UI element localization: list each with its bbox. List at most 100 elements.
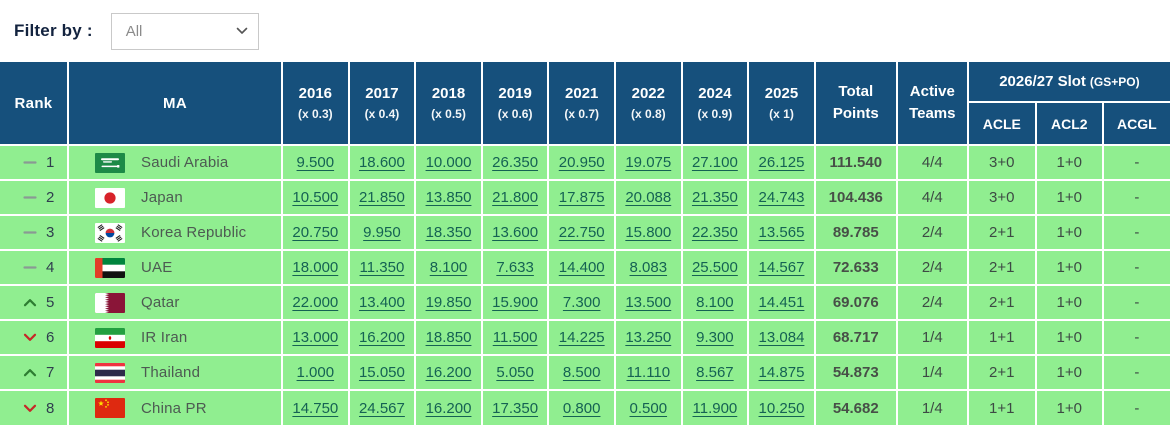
flag-iran-icon	[95, 327, 125, 348]
slot-acgl-cell: -	[1101, 389, 1170, 425]
points-link[interactable]: 8.100	[696, 294, 734, 311]
points-link[interactable]: 13.400	[358, 294, 405, 311]
points-link[interactable]: 8.083	[629, 259, 668, 276]
points-cell-2024: 21.350	[680, 179, 750, 216]
points-cell-2022: 8.083	[614, 249, 683, 286]
points-link[interactable]: 9.500	[296, 154, 335, 171]
points-link[interactable]: 13.565	[758, 224, 805, 241]
points-link[interactable]: 14.225	[558, 329, 605, 346]
points-link[interactable]: 21.850	[358, 189, 405, 206]
points-link[interactable]: 18.000	[292, 259, 339, 276]
points-link[interactable]: 20.088	[625, 189, 672, 206]
points-cell-2022: 19.075	[614, 144, 683, 181]
points-link[interactable]: 13.600	[492, 224, 539, 241]
points-link[interactable]: 7.300	[562, 294, 601, 311]
points-cell-2018: 13.850	[414, 179, 483, 216]
points-link[interactable]: 0.800	[562, 399, 601, 417]
points-cell-2019: 5.050	[480, 354, 550, 391]
points-link[interactable]: 19.850	[425, 294, 472, 311]
points-cell-2021: 8.500	[547, 354, 616, 391]
points-link[interactable]: 17.350	[492, 399, 539, 417]
points-link[interactable]: 21.800	[492, 189, 539, 206]
points-link[interactable]: 19.075	[625, 154, 672, 171]
points-cell-2022: 13.250	[614, 319, 683, 356]
rank-number: 6	[46, 329, 55, 346]
points-link[interactable]: 22.750	[558, 224, 605, 241]
points-link[interactable]: 13.084	[758, 329, 805, 346]
points-cell-2016: 20.750	[281, 214, 350, 251]
column-header-year-2019: 2019 (x 0.6)	[480, 62, 550, 146]
rank-number: 1	[46, 154, 55, 171]
points-link[interactable]: 13.500	[625, 294, 672, 311]
points-link[interactable]: 13.000	[292, 329, 339, 346]
ma-cell: Qatar	[66, 284, 284, 321]
points-link[interactable]: 8.100	[429, 259, 468, 276]
points-link[interactable]: 13.850	[425, 189, 472, 206]
points-link[interactable]: 20.750	[292, 224, 339, 241]
points-link[interactable]: 11.500	[492, 329, 538, 346]
table-row: 3 Korea Republic 20.750 9.950 18.350 13.600 22…	[0, 214, 1170, 251]
year-multiplier: (x 0.3)	[297, 107, 333, 121]
points-link[interactable]: 9.950	[363, 224, 401, 241]
points-link[interactable]: 25.500	[691, 259, 738, 276]
column-header-year-2024: 2024 (x 0.9)	[680, 62, 750, 146]
ma-wrap: Japan	[69, 187, 281, 208]
points-cell-2017: 16.200	[347, 319, 417, 356]
points-link[interactable]: 0.500	[629, 399, 668, 417]
points-link[interactable]: 16.200	[425, 364, 472, 381]
points-link[interactable]: 27.100	[691, 154, 738, 171]
points-link[interactable]: 18.850	[425, 329, 472, 346]
slot-acl2-cell: 1+0	[1034, 389, 1104, 425]
points-link[interactable]: 9.300	[696, 329, 734, 346]
points-link[interactable]: 1.000	[296, 364, 335, 381]
points-cell-2024: 8.100	[680, 284, 750, 321]
points-link[interactable]: 15.800	[625, 224, 672, 241]
points-link[interactable]: 15.050	[358, 364, 405, 381]
points-link[interactable]: 10.000	[425, 154, 472, 171]
points-link[interactable]: 26.125	[758, 154, 805, 171]
rank-cell: 2	[0, 179, 69, 216]
points-link[interactable]: 11.900	[692, 399, 738, 417]
slot-acgl-cell: -	[1101, 249, 1170, 286]
points-link[interactable]: 10.500	[292, 189, 339, 206]
points-link[interactable]: 14.750	[292, 399, 339, 417]
active-teams-cell: 2/4	[895, 214, 969, 251]
points-cell-2016: 22.000	[281, 284, 350, 321]
points-link[interactable]: 14.875	[758, 364, 805, 381]
points-link[interactable]: 26.350	[492, 154, 539, 171]
points-link[interactable]: 24.567	[358, 399, 405, 417]
points-link[interactable]: 17.875	[558, 189, 605, 206]
points-link[interactable]: 16.200	[425, 399, 472, 417]
points-cell-2025: 24.743	[747, 179, 816, 216]
points-cell-2024: 25.500	[680, 249, 750, 286]
points-link[interactable]: 13.250	[625, 329, 672, 346]
points-cell-2025: 14.567	[747, 249, 816, 286]
points-link[interactable]: 14.400	[558, 259, 605, 276]
points-link[interactable]: 7.633	[496, 259, 534, 276]
points-link[interactable]: 24.743	[758, 189, 805, 206]
points-link[interactable]: 8.500	[562, 364, 601, 381]
points-link[interactable]: 11.350	[359, 259, 405, 276]
rank-unchanged-icon	[22, 193, 37, 202]
points-link[interactable]: 18.350	[425, 224, 472, 241]
points-link[interactable]: 15.900	[492, 294, 539, 311]
points-link[interactable]: 11.110	[626, 364, 671, 381]
points-link[interactable]: 18.600	[358, 154, 405, 171]
filter-select[interactable]: All	[110, 12, 259, 50]
points-link[interactable]: 22.350	[691, 224, 738, 241]
points-cell-2021: 0.800	[547, 389, 616, 425]
points-link[interactable]: 14.451	[758, 294, 805, 311]
points-link[interactable]: 22.000	[292, 294, 339, 311]
points-link[interactable]: 20.950	[558, 154, 605, 171]
points-cell-2019: 13.600	[480, 214, 550, 251]
points-link[interactable]: 10.250	[758, 399, 805, 417]
points-link[interactable]: 16.200	[358, 329, 405, 346]
column-header-active-teams: Active Teams	[895, 62, 969, 146]
points-link[interactable]: 21.350	[691, 189, 738, 206]
points-cell-2018: 10.000	[414, 144, 483, 181]
points-link[interactable]: 8.567	[696, 364, 734, 381]
points-link[interactable]: 14.567	[758, 259, 805, 276]
column-header-ma: MA	[66, 62, 284, 146]
rank-wrap: 5	[0, 294, 67, 311]
points-link[interactable]: 5.050	[496, 364, 534, 381]
